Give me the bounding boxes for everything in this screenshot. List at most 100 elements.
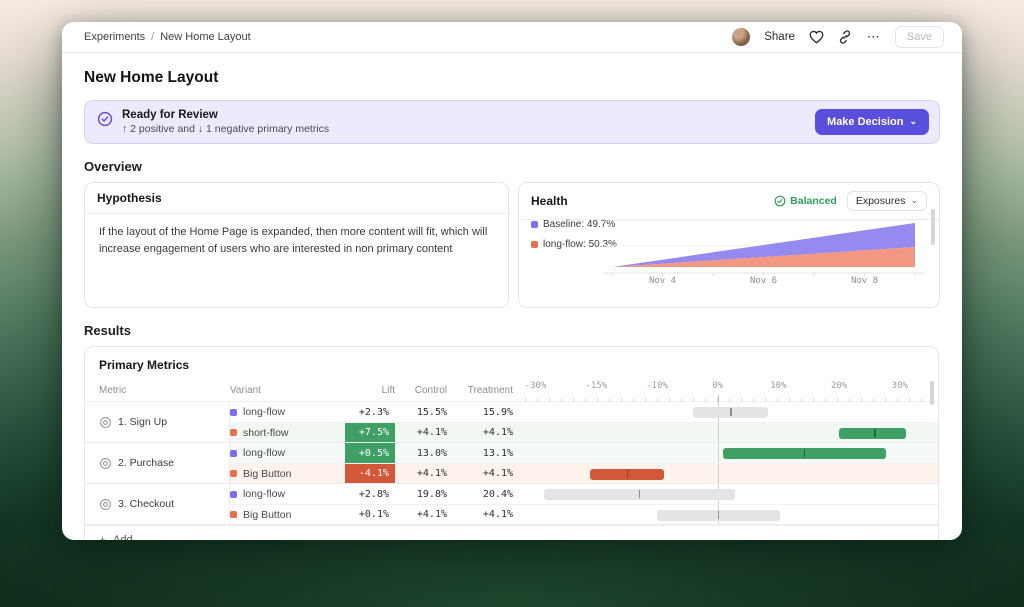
check-circle-icon (97, 111, 113, 127)
legend-swatch (531, 221, 538, 228)
table-row[interactable]: Big Button -4.1% +4.1% +4.1% (230, 463, 938, 483)
add-metric-button[interactable]: + Add (85, 525, 938, 540)
variant-cell: short-flow (230, 423, 345, 442)
axis-label: 30% (891, 380, 908, 391)
chevron-down-icon: ⌄ (909, 115, 917, 126)
column-variant: Variant (230, 385, 261, 396)
lift-value: +2.8% (358, 488, 389, 500)
metric-name: 2. Purchase (118, 457, 175, 469)
metric-cell[interactable]: 2. Purchase (85, 443, 230, 483)
control-value: 19.8% (416, 488, 447, 500)
primary-metrics-title: Primary Metrics (99, 358, 190, 372)
breadcrumb: Experiments / New Home Layout (84, 31, 251, 43)
health-card: Health Balanced Exposures ⌄ Baseline: 49… (518, 182, 940, 308)
svg-text:Nov 4: Nov 4 (649, 276, 676, 286)
results-scrollbar-thumb[interactable] (930, 381, 934, 405)
treatment-value: 15.9% (482, 406, 513, 418)
metric-name: 3. Checkout (118, 498, 175, 510)
lift-value: -4.1% (358, 468, 389, 479)
exposures-label: Exposures (855, 195, 906, 207)
breadcrumb-separator: / (151, 31, 155, 43)
ci-mean-tick (874, 429, 876, 437)
more-options-button[interactable]: ⋯ (866, 29, 881, 44)
ci-bar (656, 509, 780, 521)
lift-cell: +2.3% (345, 402, 395, 422)
table-header: Metric Variant Lift Control Treatment -3… (85, 380, 938, 402)
column-metric: Metric (99, 385, 127, 396)
zero-line (717, 464, 719, 483)
variant-name: long-flow (243, 488, 286, 500)
metric-cell[interactable]: 3. Checkout (85, 484, 230, 524)
axis-label: 0% (712, 380, 724, 391)
breadcrumb-experiments[interactable]: Experiments (84, 31, 146, 43)
app-window: Experiments / New Home Layout Share ⋯ Sa… (62, 22, 962, 540)
ci-chart-cell (517, 423, 938, 442)
control-value: +4.1% (416, 427, 447, 438)
save-button[interactable]: Save (894, 26, 944, 48)
lift-value: +7.5% (358, 427, 389, 438)
column-treatment: Treatment (467, 385, 513, 396)
treatment-value: 13.1% (482, 447, 513, 459)
lift-value: +0.1% (358, 509, 389, 520)
exposures-dropdown[interactable]: Exposures ⌄ (846, 191, 927, 211)
axis-label: 20% (830, 380, 848, 391)
ci-mean-tick (803, 449, 806, 457)
metric-cell[interactable]: 1. Sign Up (85, 402, 230, 442)
ci-mean-tick (638, 490, 641, 498)
variant-rows: long-flow +2.8% 19.8% 20.4% Big Button +0.1% +… (230, 484, 938, 524)
zero-line (717, 394, 719, 402)
variant-cell: long-flow (230, 402, 345, 422)
table-row[interactable]: Big Button +0.1% +4.1% +4.1% (230, 504, 938, 524)
variant-name: Big Button (243, 508, 292, 521)
breadcrumb-current: New Home Layout (160, 31, 251, 43)
variant-swatch (230, 470, 237, 477)
variant-name: Big Button (243, 467, 292, 480)
table-row[interactable]: long-flow +2.3% 15.5% 15.9% (230, 402, 938, 422)
lift-cell: +0.5% (345, 443, 395, 463)
column-control: Control (414, 385, 447, 396)
balanced-status: Balanced (774, 195, 837, 207)
column-lift: Lift (381, 385, 395, 396)
lift-cell: -4.1% (345, 464, 395, 483)
favorite-heart-icon[interactable] (809, 30, 824, 45)
zero-line (717, 443, 719, 463)
ci-chart-cell (517, 402, 938, 422)
table-row[interactable]: short-flow +7.5% +4.1% +4.1% (230, 422, 938, 442)
variant-swatch (230, 408, 237, 416)
ci-chart-cell (517, 443, 938, 463)
control-value: 13.0% (416, 447, 447, 459)
svg-text:Nov 6: Nov 6 (750, 276, 777, 286)
make-decision-button[interactable]: Make Decision ⌄ (815, 109, 929, 135)
ci-chart-cell (517, 464, 938, 483)
axis-label: -10% (646, 380, 668, 391)
control-value: 15.5% (416, 406, 447, 418)
copy-link-icon[interactable] (838, 30, 853, 45)
ci-bar (722, 447, 887, 459)
status-banner: Ready for Review ↑ 2 positive and ↓ 1 ne… (84, 100, 940, 144)
overview-heading: Overview (84, 159, 142, 174)
share-button[interactable]: Share (764, 31, 795, 43)
health-scrollbar-thumb[interactable] (931, 209, 935, 245)
avatar[interactable] (732, 28, 751, 46)
metric-name: 1. Sign Up (118, 416, 168, 428)
legend-label: Baseline: 49.7% (543, 219, 616, 230)
health-legend: Baseline: 49.7% long-flow: 50.3% (531, 219, 617, 259)
treatment-value: +4.1% (482, 427, 513, 438)
hypothesis-card: Hypothesis If the layout of the Home Pag… (84, 182, 509, 308)
add-label: Add (113, 534, 133, 540)
goal-target-icon (100, 457, 111, 469)
table-row[interactable]: long-flow +0.5% 13.0% 13.1% (230, 443, 938, 463)
control-value: +4.1% (416, 468, 447, 479)
ci-bar (693, 406, 769, 418)
primary-metrics-card: Primary Metrics Metric Variant Lift Cont… (84, 346, 939, 540)
top-bar: Experiments / New Home Layout Share ⋯ Sa… (62, 22, 962, 53)
svg-text:Nov 8: Nov 8 (851, 276, 878, 286)
table-row[interactable]: long-flow +2.8% 19.8% 20.4% (230, 484, 938, 504)
legend-item: Baseline: 49.7% (531, 219, 617, 230)
ci-chart-cell (517, 484, 938, 504)
hypothesis-body: If the layout of the Home Page is expand… (99, 226, 488, 256)
balanced-label: Balanced (790, 195, 837, 207)
metric-group: 1. Sign Up long-flow +2.3% 15.5% 15.9% short-… (85, 402, 938, 443)
ci-mean-tick (717, 511, 720, 519)
legend-item: long-flow: 50.3% (531, 239, 617, 250)
